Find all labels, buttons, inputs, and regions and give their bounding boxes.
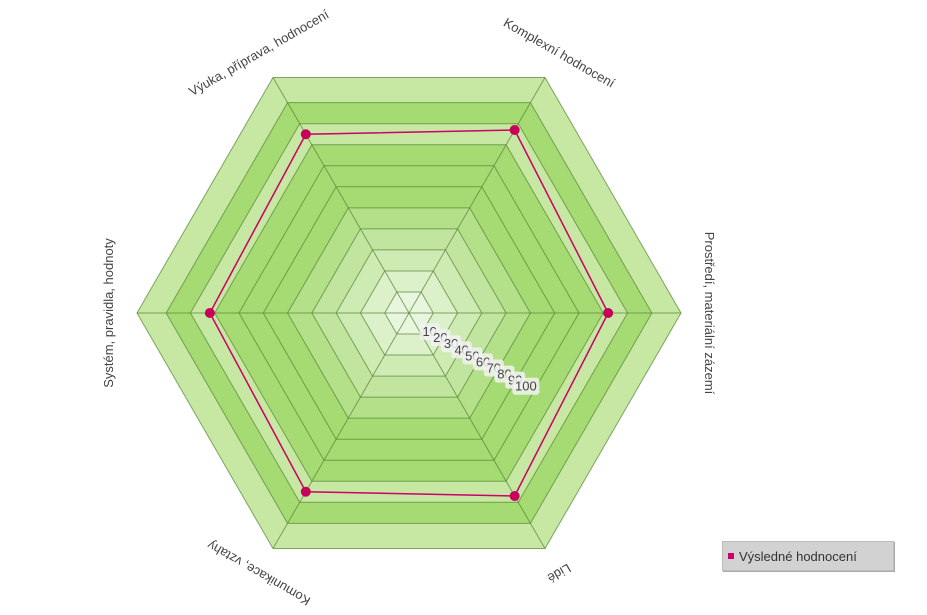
radial-tick-labels: 102030405060708090100 (419, 323, 540, 395)
data-point[interactable] (603, 308, 614, 318)
radar-spokes (137, 77, 681, 549)
category-label: Lidé (545, 561, 574, 586)
legend[interactable]: Výsledné hodnocení (722, 541, 894, 571)
data-point[interactable] (300, 129, 311, 140)
series-layer (204, 125, 614, 501)
data-point[interactable] (509, 125, 520, 136)
data-point[interactable] (300, 486, 311, 497)
legend-label-vysledne-hodnoceni: Výsledné hodnocení (739, 548, 857, 564)
data-point[interactable] (204, 308, 215, 318)
category-label: Prostředí, materiální zázemí (702, 232, 717, 395)
data-point[interactable] (509, 490, 520, 501)
tick-label-bg (512, 377, 540, 395)
radar-spoke (408, 77, 546, 314)
legend-swatch (728, 553, 734, 559)
radar-spoke (272, 77, 410, 314)
category-label: Systém, pravidla, hodnoty (101, 238, 116, 388)
radar-spoke (272, 312, 410, 549)
radial-tick-label: 100 (515, 379, 537, 394)
radar-spoke (408, 312, 546, 549)
